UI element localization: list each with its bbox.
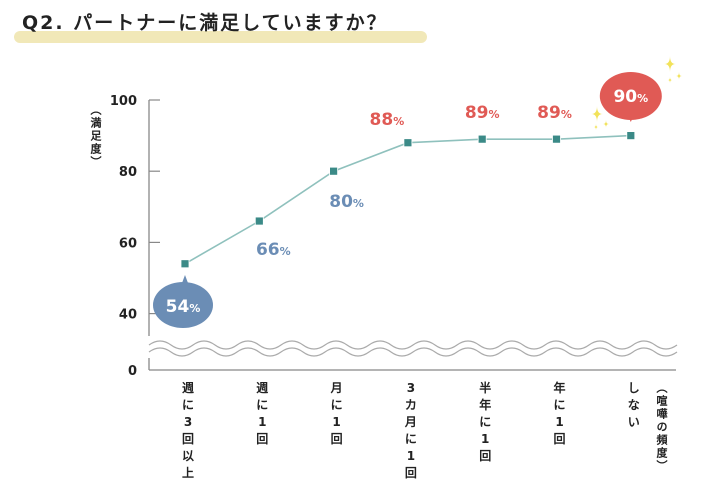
x-tick-label-char: 回 xyxy=(256,432,268,446)
x-tick-label-char: し xyxy=(628,381,640,395)
x-tick-label-char: に xyxy=(479,415,491,429)
data-point xyxy=(626,131,636,141)
data-label: 88% xyxy=(370,110,405,130)
data-label: 54% xyxy=(166,297,201,317)
data-label: 89% xyxy=(465,103,500,123)
x-tick-label-char: 年 xyxy=(479,397,491,412)
x-tick-label-char: な xyxy=(628,398,640,412)
x-tick-label-char: 回 xyxy=(479,449,491,463)
x-tick-label-char: い xyxy=(628,415,640,429)
data-point xyxy=(254,216,264,226)
x-tick-label-char: 以 xyxy=(182,449,194,463)
y-tick-label: 80 xyxy=(119,165,137,180)
bubble-low xyxy=(153,282,213,328)
sparkle-icon xyxy=(591,106,603,122)
x-tick-label-char: に xyxy=(553,398,565,412)
x-tick-label-char: に xyxy=(256,398,268,412)
y-axis-label: （満足度） xyxy=(89,104,102,169)
series-line xyxy=(184,134,631,265)
y-tick-label: 60 xyxy=(119,236,137,251)
title-highlight xyxy=(14,31,427,43)
axis-break-wave xyxy=(148,340,678,350)
x-tick-label-char: 年 xyxy=(553,380,565,395)
chart-title: Q2. パートナーに満足していますか？ xyxy=(22,12,388,34)
sparkle-icon xyxy=(667,77,673,83)
data-label: 80% xyxy=(329,192,364,212)
x-tick-label-char: に xyxy=(405,432,417,446)
y-tick-label: 40 xyxy=(119,308,137,323)
x-axis-label: （喧嘩の頻度） xyxy=(655,382,668,473)
data-label: 89% xyxy=(537,103,572,123)
sparkle-icon xyxy=(664,56,676,72)
data-point xyxy=(403,138,413,148)
bubble-high xyxy=(599,72,662,120)
x-tick-label-char: 1 xyxy=(407,449,415,463)
x-tick-label-char: カ xyxy=(405,398,417,412)
x-tick-label-char: に xyxy=(182,398,194,412)
sparkle-icon xyxy=(593,124,599,130)
data-point xyxy=(552,134,561,144)
axis-break-bg xyxy=(148,336,658,358)
sparkle-icon xyxy=(676,72,682,80)
x-tick-label-char: 3 xyxy=(407,381,415,395)
y-tick-label: 100 xyxy=(110,94,137,109)
x-tick-label-char: 1 xyxy=(555,415,563,429)
sparkle-icon xyxy=(603,120,609,128)
x-tick-label-char: に xyxy=(331,398,343,412)
data-point xyxy=(180,259,190,269)
x-tick-label-char: 回 xyxy=(553,432,565,446)
data-label: 66% xyxy=(256,240,291,260)
x-tick-label-char: 週 xyxy=(256,380,268,395)
x-tick-label-char: 1 xyxy=(332,415,340,429)
x-tick-label-char: 上 xyxy=(182,465,194,480)
x-tick-label-char: 回 xyxy=(182,432,194,446)
x-tick-label-char: 3 xyxy=(184,415,192,429)
x-tick-label-char: 1 xyxy=(258,415,266,429)
x-tick-label-char: 月 xyxy=(404,415,417,429)
x-tick-label-char: 回 xyxy=(405,466,417,480)
chart-title-wrap: Q2. パートナーに満足していますか？ xyxy=(14,8,427,43)
bubble-pointer xyxy=(182,275,188,283)
data-point xyxy=(329,166,339,176)
axis-break-wave xyxy=(148,347,678,357)
data-label: 90% xyxy=(613,87,648,107)
x-tick-label-char: 1 xyxy=(481,432,489,446)
x-tick-label-char: 週 xyxy=(182,380,194,395)
x-tick-label-char: 半 xyxy=(479,380,491,395)
x-tick-label-char: 回 xyxy=(331,432,343,446)
data-point xyxy=(477,134,487,144)
y-tick-label: 0 xyxy=(128,364,137,379)
x-tick-label-char: 月 xyxy=(330,381,343,395)
